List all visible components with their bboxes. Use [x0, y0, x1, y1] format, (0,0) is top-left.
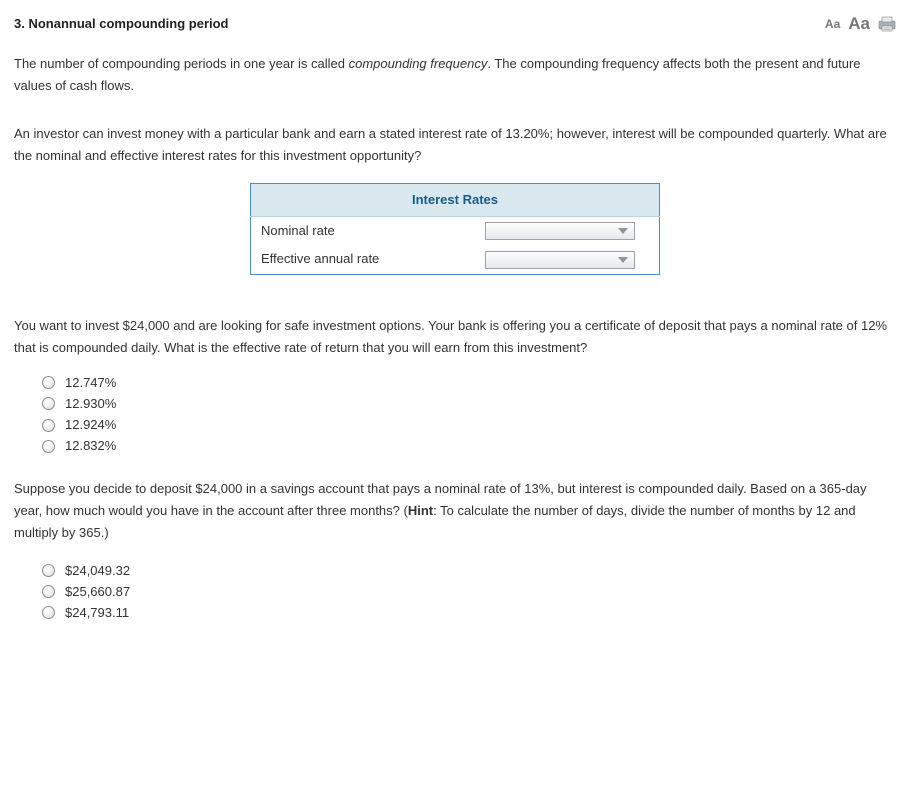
q3-hint-label: Hint: [408, 503, 433, 518]
q2-options: 12.747% 12.930% 12.924% 12.832%: [42, 373, 896, 457]
option-label: $25,660.87: [65, 582, 130, 602]
rate-label-effective: Effective annual rate: [251, 245, 476, 274]
toolbar: Aa Aa: [825, 10, 896, 39]
option-row[interactable]: $24,049.32: [42, 561, 896, 581]
option-row[interactable]: $24,793.11: [42, 603, 896, 623]
font-increase-button[interactable]: Aa: [848, 10, 870, 39]
option-row[interactable]: 12.832%: [42, 436, 896, 456]
radio-icon[interactable]: [42, 419, 55, 432]
q1-text: An investor can invest money with a part…: [14, 123, 896, 167]
q2-text: You want to invest $24,000 and are looki…: [14, 315, 896, 359]
option-label: 12.832%: [65, 436, 116, 456]
radio-icon[interactable]: [42, 564, 55, 577]
table-row: Nominal rate: [251, 217, 660, 246]
question-title: 3. Nonannual compounding period: [14, 13, 229, 35]
intro-paragraph: The number of compounding periods in one…: [14, 53, 896, 97]
radio-icon[interactable]: [42, 397, 55, 410]
font-decrease-button[interactable]: Aa: [825, 14, 840, 34]
radio-icon[interactable]: [42, 585, 55, 598]
intro-italic-term: compounding frequency: [349, 56, 488, 71]
option-row[interactable]: $25,660.87: [42, 582, 896, 602]
option-row[interactable]: 12.930%: [42, 394, 896, 414]
option-label: 12.930%: [65, 394, 116, 414]
radio-icon[interactable]: [42, 376, 55, 389]
chevron-down-icon: [618, 228, 628, 234]
option-row[interactable]: 12.924%: [42, 415, 896, 435]
q3-options: $24,049.32 $25,660.87 $24,793.11: [42, 561, 896, 623]
rate-label-nominal: Nominal rate: [251, 217, 476, 246]
option-label: 12.924%: [65, 415, 116, 435]
option-row[interactable]: 12.747%: [42, 373, 896, 393]
q3-text: Suppose you decide to deposit $24,000 in…: [14, 478, 896, 544]
interest-rates-table: Interest Rates Nominal rate Effective an…: [250, 183, 660, 274]
print-icon[interactable]: [878, 16, 896, 32]
option-label: 12.747%: [65, 373, 116, 393]
chevron-down-icon: [618, 257, 628, 263]
intro-text-a: The number of compounding periods in one…: [14, 56, 349, 71]
option-label: $24,793.11: [65, 603, 129, 623]
radio-icon[interactable]: [42, 440, 55, 453]
option-label: $24,049.32: [65, 561, 130, 581]
table-row: Effective annual rate: [251, 245, 660, 274]
header-row: 3. Nonannual compounding period Aa Aa: [14, 10, 896, 39]
radio-icon[interactable]: [42, 606, 55, 619]
effective-rate-dropdown[interactable]: [485, 251, 635, 269]
table-header: Interest Rates: [251, 184, 660, 217]
rate-table-wrap: Interest Rates Nominal rate Effective an…: [14, 183, 896, 274]
nominal-rate-dropdown[interactable]: [485, 222, 635, 240]
